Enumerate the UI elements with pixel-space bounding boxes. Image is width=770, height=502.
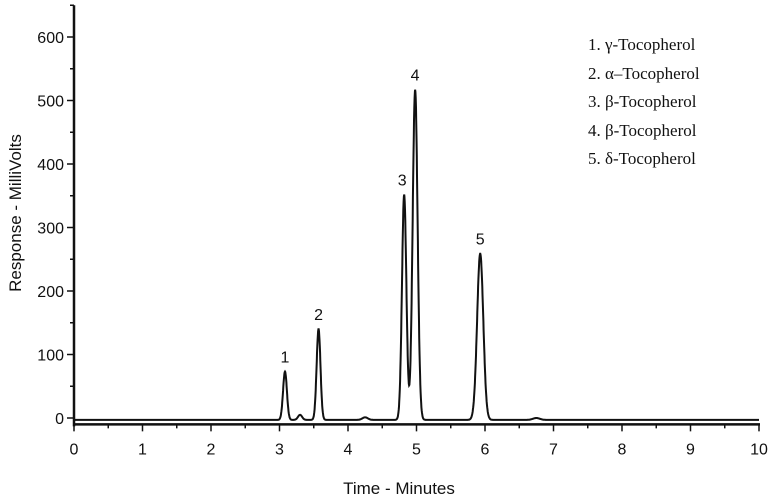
peak-label-5: 5 [476,232,485,249]
x-tick-label: 8 [618,441,627,458]
y-tick-label: 500 [37,94,64,111]
y-tick-label: 100 [37,348,64,365]
y-axis-label: Response - MilliVolts [6,134,25,292]
legend: 1. γ-Tocopherol 2. α–Tocopherol 3. β-Toc… [588,35,700,168]
chromatogram-trace [74,89,759,421]
x-tick-label: 6 [481,441,490,458]
legend-entry-2: 2. α–Tocopherol [588,64,700,83]
y-tick-label: 400 [37,157,64,174]
peak-label-1: 1 [281,350,290,367]
legend-entry-4: 4. β-Tocopherol [588,121,697,140]
y-tick-label: 600 [37,30,64,47]
x-tick-label: 1 [138,441,147,458]
x-tick-label: 0 [70,441,79,458]
x-tick-label: 7 [549,441,558,458]
x-axis-label: Time - Minutes [343,479,455,497]
x-tick-label: 10 [750,441,768,458]
y-tick-label: 200 [37,284,64,301]
peak-label-2: 2 [314,307,323,324]
y-tick-label: 0 [55,411,64,428]
legend-entry-5: 5. δ-Tocopherol [588,149,696,168]
x-tick-label: 5 [412,441,421,458]
peak-labels: 1 2 3 4 5 [281,68,485,367]
legend-entry-3: 3. β-Tocopherol [588,92,697,111]
y-tick-label: 300 [37,221,64,238]
x-tick-label: 9 [686,441,695,458]
x-tick-label: 2 [207,441,216,458]
x-tick-label: 3 [275,441,284,458]
peak-label-4: 4 [411,68,420,85]
x-tick-label: 4 [344,441,353,458]
peak-label-3: 3 [398,172,407,189]
legend-entry-1: 1. γ-Tocopherol [588,35,696,54]
